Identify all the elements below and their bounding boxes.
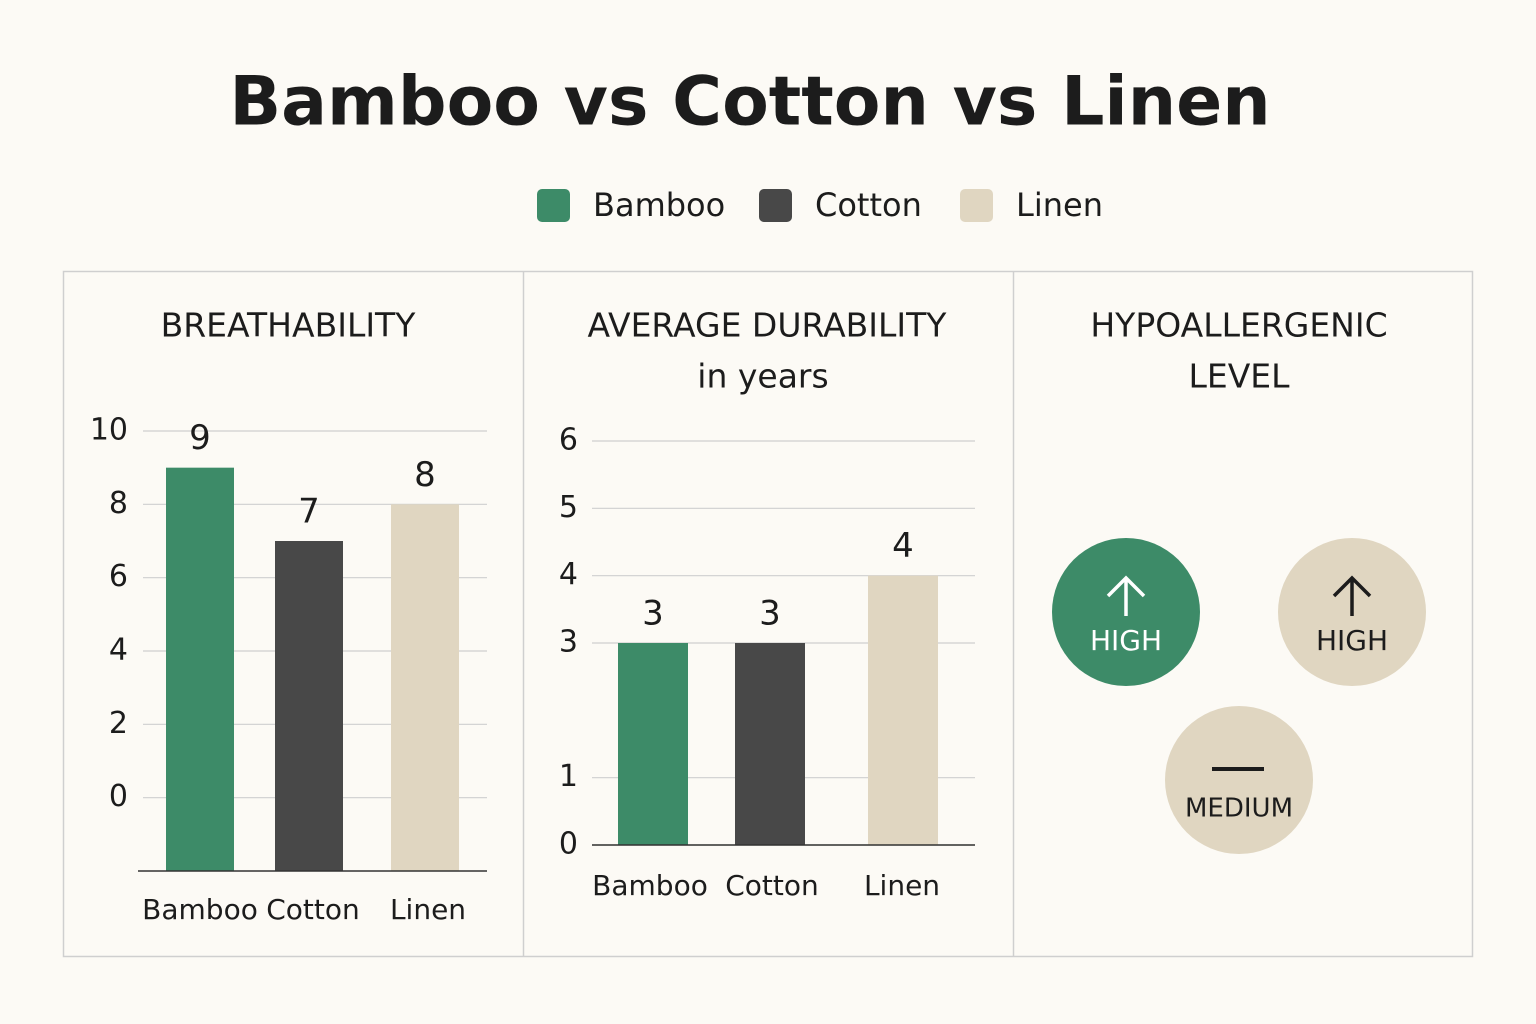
chart-title: BREATHABILITY [161,306,417,345]
bar [868,575,938,845]
value-label: 3 [642,594,664,634]
y-tick-label: 0 [559,827,578,862]
y-tick-label: 3 [559,625,578,660]
x-tick-label: Linen [390,893,466,926]
y-tick-label: 6 [109,559,128,594]
value-label: 4 [892,526,914,566]
bar [166,467,234,871]
legend-swatch [537,189,570,222]
up-arrow-icon [1332,575,1372,616]
y-tick-label: 10 [90,413,128,448]
x-tick-label: Cotton [725,869,819,902]
y-tick-label: 0 [109,779,128,814]
bar [735,643,805,845]
bar [275,541,343,871]
value-label: 9 [189,418,211,458]
y-tick-label: 2 [109,706,128,741]
panel-title: LEVEL [1188,357,1290,396]
bar [391,504,459,871]
value-label: 3 [759,594,781,634]
panel-title: HYPOALLERGENIC [1090,306,1387,345]
page-title: Bamboo vs Cotton vs Linen [229,63,1270,142]
value-label: 8 [414,455,436,495]
legend-label: Linen [1016,186,1103,224]
level-badge [1165,706,1313,854]
x-tick-label: Cotton [266,893,360,926]
y-tick-label: 8 [109,486,128,521]
chart-subtitle: in years [697,357,828,396]
y-tick-label: 4 [559,557,578,592]
bar [618,643,688,845]
value-label: 7 [298,492,320,532]
level-label: HIGH [1316,624,1388,657]
x-tick-label: Bamboo [592,869,708,902]
level-label: MEDIUM [1185,794,1293,824]
legend-swatch [759,189,792,222]
y-tick-label: 4 [109,633,128,668]
chart-title: AVERAGE DURABILITY [588,306,948,345]
legend-swatch [960,189,993,222]
y-tick-label: 5 [559,490,578,525]
panel-frame [62,270,1474,958]
legend-label: Bamboo [593,186,725,224]
x-tick-label: Bamboo [142,893,258,926]
legend-label: Cotton [815,186,922,224]
up-arrow-icon [1106,575,1146,616]
x-tick-label: Linen [864,869,940,902]
y-tick-label: 6 [559,423,578,458]
y-tick-label: 1 [559,759,578,794]
level-label: HIGH [1090,624,1162,657]
